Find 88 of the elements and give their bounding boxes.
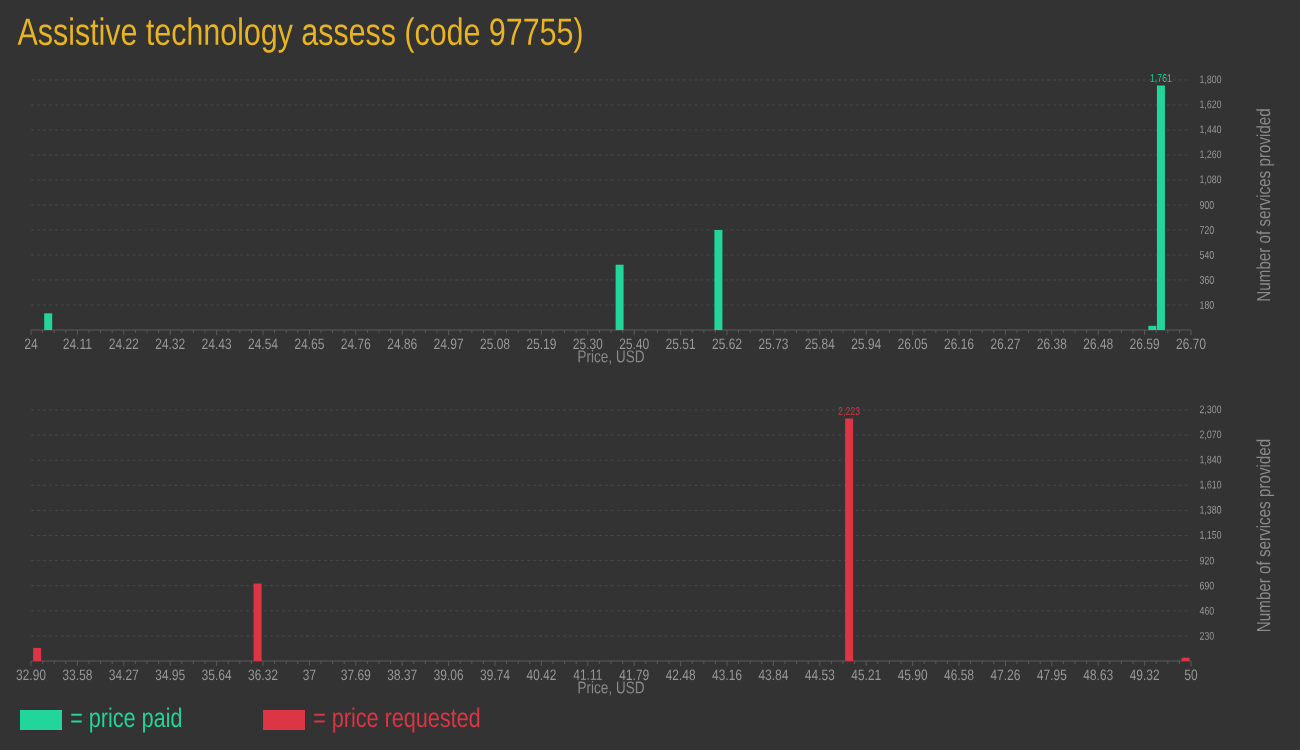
bar (845, 418, 854, 661)
data-label: 2,223 (838, 407, 860, 417)
x-tick-label: 25.08 (480, 338, 510, 350)
x-tick-label: 39.06 (434, 669, 464, 681)
x-tick-label: 34.27 (109, 669, 139, 681)
x-tick-label: 50 (1184, 669, 1198, 681)
x-tick-label: 25.94 (851, 338, 881, 350)
x-tick-label: 43.84 (758, 669, 789, 681)
x-tick-label: 25.51 (666, 338, 696, 350)
x-tick-label: 24.43 (202, 338, 232, 350)
legend-label: = price paid (71, 707, 182, 733)
x-axis-title: Price, USD (578, 349, 644, 365)
x-tick-label: 49.32 (1129, 669, 1160, 681)
x-tick-label: 41.79 (619, 669, 649, 681)
y-tick-label: 460 (1199, 606, 1214, 615)
x-tick-label: 25.40 (619, 338, 649, 350)
bar (1181, 657, 1190, 661)
y-tick-label: 1,840 (1200, 455, 1222, 465)
y-tick-label: 540 (1199, 251, 1214, 259)
y-tick-label: 180 (1200, 301, 1214, 309)
x-tick-label: 46.58 (944, 669, 974, 681)
y-tick-label: 1,380 (1200, 505, 1222, 515)
y-axis-title: Number of services provided (1256, 439, 1275, 631)
x-tick-label: 25.62 (712, 338, 742, 350)
x-tick-label: 34.95 (155, 669, 185, 681)
x-tick-label: 44.53 (805, 669, 835, 681)
bar (253, 583, 262, 661)
y-tick-label: 1,800 (1200, 75, 1222, 85)
x-tick-label: 40.42 (526, 669, 556, 681)
x-tick-label: 37.69 (341, 669, 371, 681)
x-tick-label: 25.73 (759, 338, 788, 350)
x-tick-label: 26.05 (898, 338, 928, 350)
y-tick-label: 1,620 (1200, 100, 1222, 110)
x-tick-label: 48.63 (1083, 669, 1113, 681)
x-tick-label: 26.38 (1037, 338, 1067, 350)
x-tick-label: 26.16 (944, 338, 974, 350)
x-tick-label: 42.48 (665, 669, 696, 681)
x-tick-label: 38.37 (387, 669, 417, 681)
x-tick-label: 24.32 (155, 338, 185, 350)
x-tick-label: 25.30 (573, 338, 603, 350)
y-tick-label: 360 (1199, 276, 1214, 284)
x-tick-label: 36.32 (248, 669, 278, 681)
y-tick-label: 690 (1199, 581, 1214, 590)
x-tick-label: 24.22 (109, 338, 139, 349)
y-tick-label: 2,070 (1199, 430, 1222, 440)
bar (44, 313, 53, 330)
chart-title: Assistive technology assess (code 97755) (17, 17, 582, 53)
legend-label: = price requested (314, 707, 480, 733)
x-tick-label: 32.90 (16, 669, 46, 681)
y-tick-label: 1,150 (1200, 530, 1222, 541)
y-tick-label: 1,080 (1200, 175, 1222, 185)
x-tick-label: 37 (303, 669, 316, 681)
y-tick-label: 1,260 (1200, 150, 1222, 160)
x-tick-label: 41.11 (573, 669, 602, 680)
y-tick-label: 920 (1199, 556, 1214, 565)
x-tick-label: 24.97 (434, 338, 464, 350)
y-tick-label: 720 (1199, 226, 1214, 234)
bar (33, 647, 42, 661)
x-tick-label: 33.58 (62, 669, 92, 681)
x-tick-label: 45.21 (851, 669, 881, 681)
y-tick-label: 1,440 (1200, 125, 1222, 135)
data-label: 1,761 (1150, 74, 1172, 84)
y-tick-label: 2,300 (1199, 405, 1222, 415)
x-tick-label: 26.59 (1130, 338, 1160, 350)
y-axis-title: Number of services provided (1256, 109, 1275, 301)
x-tick-label: 25.84 (805, 338, 835, 350)
x-tick-label: 24 (24, 338, 38, 349)
x-tick-label: 25.19 (527, 338, 556, 350)
x-tick-label: 24.76 (341, 338, 371, 350)
x-tick-label: 24.65 (295, 338, 324, 350)
x-tick-label: 26.48 (1083, 338, 1113, 350)
bar (615, 264, 624, 330)
x-tick-label: 45.90 (897, 669, 928, 681)
x-tick-label: 26.27 (991, 338, 1020, 350)
y-tick-label: 900 (1199, 201, 1214, 209)
x-tick-label: 43.16 (712, 669, 742, 681)
x-tick-label: 24.54 (248, 338, 278, 350)
x-tick-label: 26.70 (1176, 338, 1206, 350)
x-tick-label: 24.11 (63, 338, 92, 349)
bar (714, 229, 723, 330)
x-tick-label: 47.26 (990, 669, 1020, 681)
x-tick-label: 24.86 (387, 338, 417, 350)
y-tick-label: 230 (1199, 632, 1214, 640)
x-axis-title: Price, USD (578, 680, 644, 696)
x-tick-label: 35.64 (202, 669, 232, 681)
x-tick-label: 47.95 (1037, 669, 1067, 681)
y-tick-label: 1,610 (1200, 480, 1222, 490)
x-tick-label: 39.74 (480, 669, 510, 681)
